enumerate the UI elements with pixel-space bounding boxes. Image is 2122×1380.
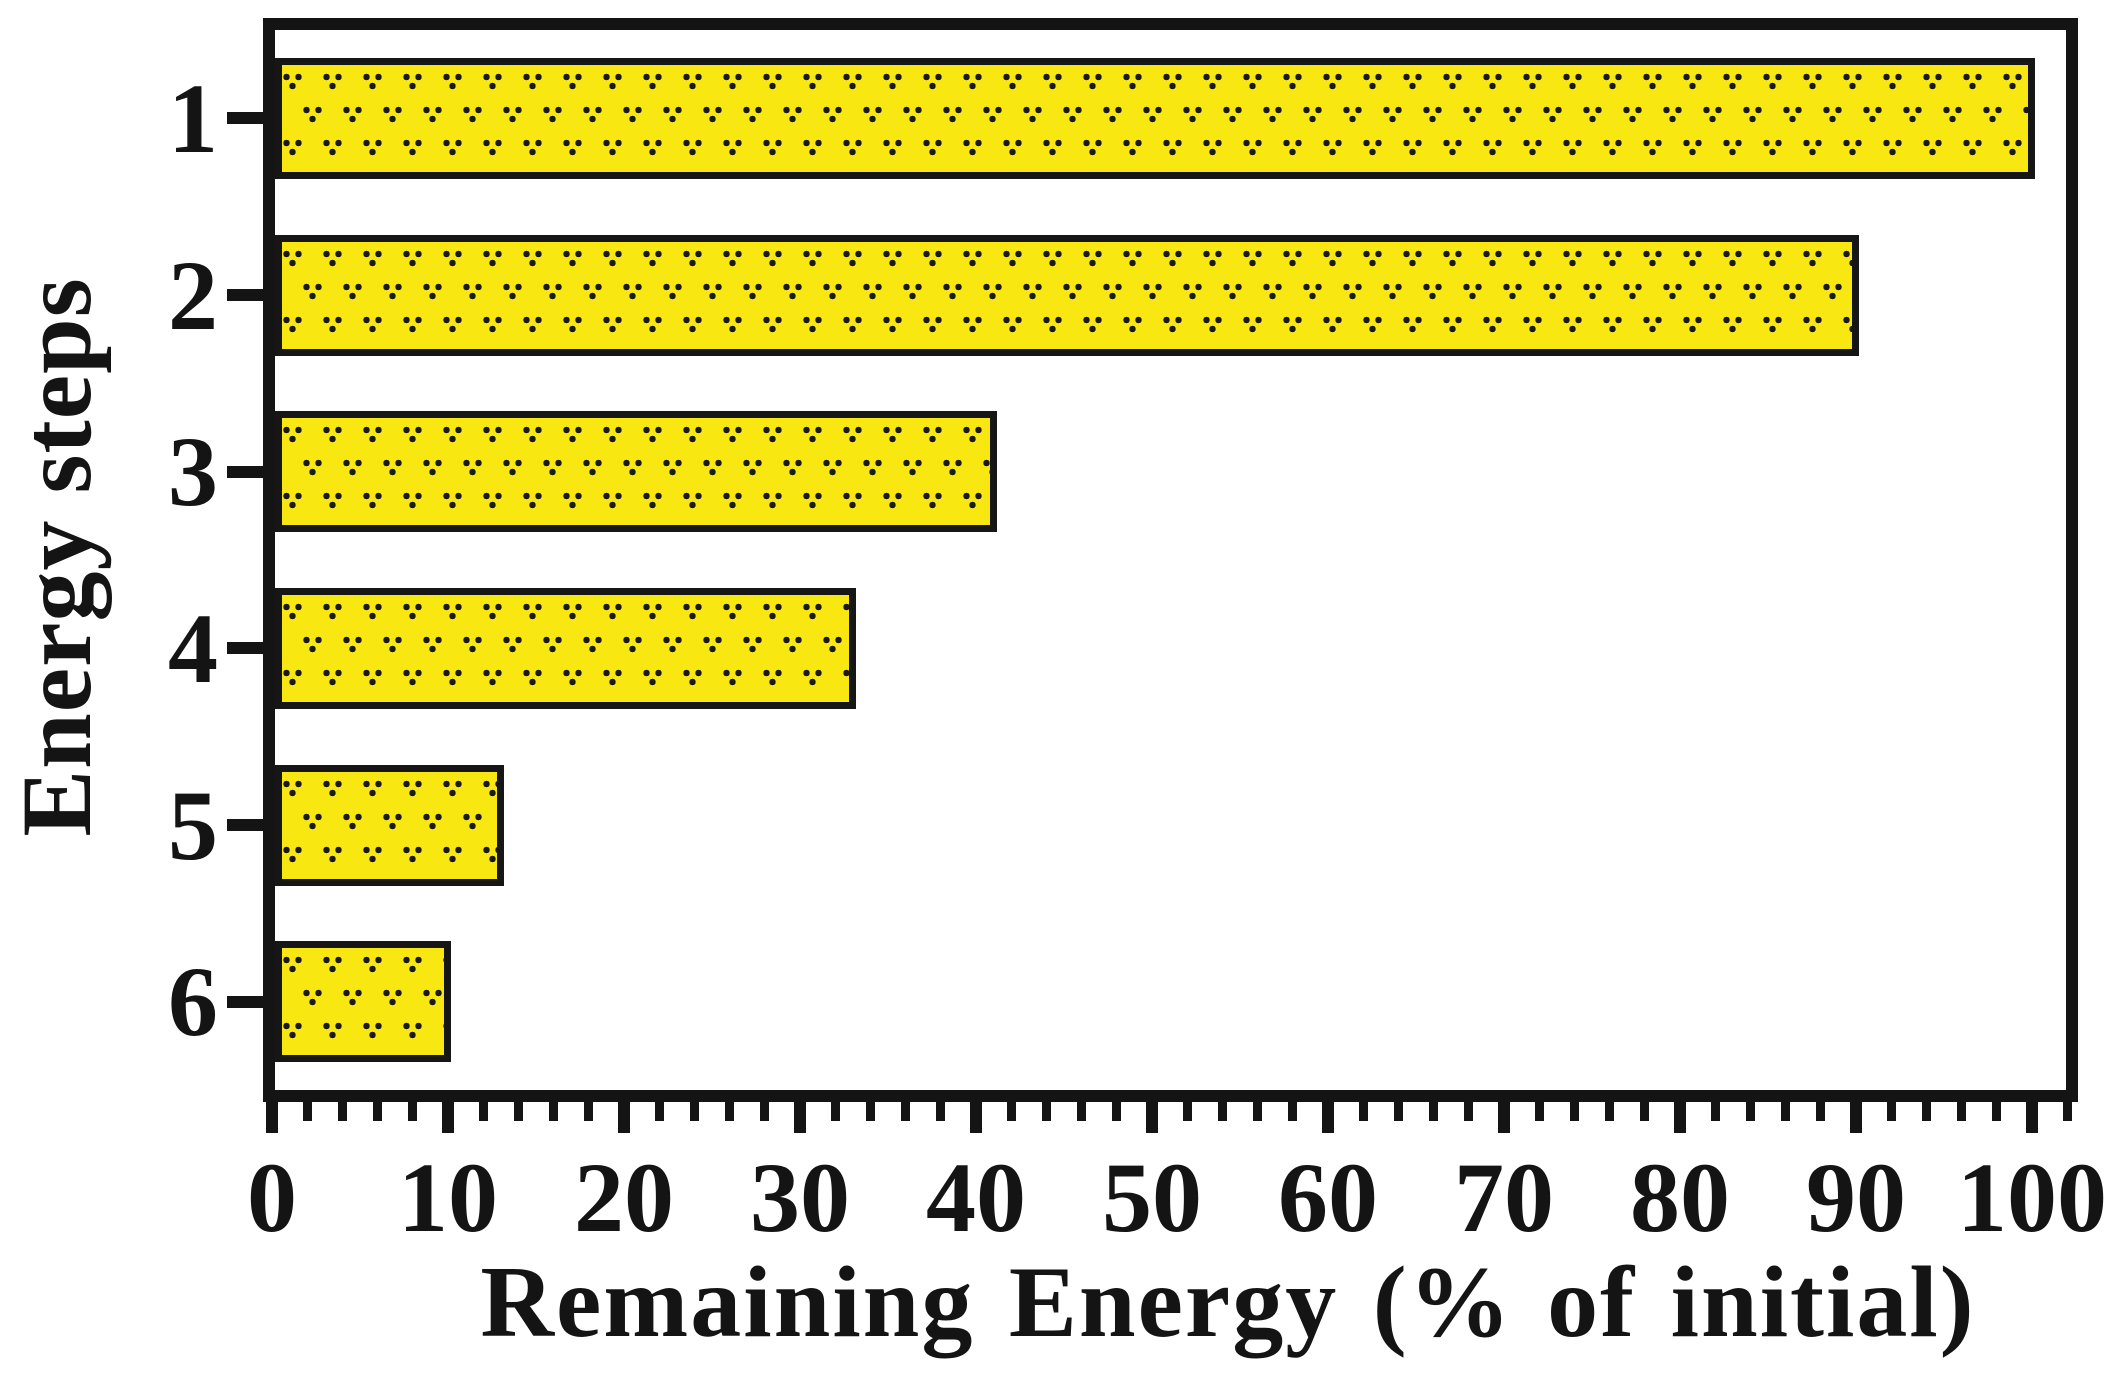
x-major-tick bbox=[266, 1102, 278, 1133]
x-tick-label: 30 bbox=[750, 1142, 850, 1253]
x-minor-tick bbox=[1781, 1102, 1791, 1121]
x-minor-tick bbox=[689, 1102, 699, 1121]
x-minor-tick bbox=[1006, 1102, 1016, 1121]
y-tick-label: 6 bbox=[168, 946, 218, 1058]
x-major-tick bbox=[1850, 1102, 1862, 1133]
x-tick-label: 0 bbox=[247, 1142, 297, 1253]
x-minor-tick bbox=[654, 1102, 664, 1121]
x-minor-tick bbox=[513, 1102, 523, 1121]
x-axis-title: Remaining Energy (% of initial) bbox=[480, 1246, 1976, 1359]
x-minor-tick bbox=[337, 1102, 347, 1121]
x-minor-tick bbox=[1710, 1102, 1720, 1121]
x-minor-tick bbox=[936, 1102, 946, 1121]
x-minor-tick bbox=[830, 1102, 840, 1121]
x-minor-tick bbox=[865, 1102, 875, 1121]
x-tick-label: 60 bbox=[1278, 1142, 1378, 1253]
x-major-tick bbox=[970, 1102, 982, 1133]
x-tick-label: 50 bbox=[1102, 1142, 1202, 1253]
x-minor-tick bbox=[1745, 1102, 1755, 1121]
x-tick-label: 10 bbox=[398, 1142, 498, 1253]
x-major-tick bbox=[1498, 1102, 1510, 1133]
x-minor-tick bbox=[1393, 1102, 1403, 1121]
x-minor-tick bbox=[1534, 1102, 1544, 1121]
x-minor-tick bbox=[1921, 1102, 1931, 1121]
y-tick-label: 5 bbox=[168, 769, 218, 881]
bar-step-1 bbox=[275, 57, 2035, 179]
x-minor-tick bbox=[1816, 1102, 1826, 1121]
y-tick-mark bbox=[227, 289, 264, 301]
x-major-tick bbox=[442, 1102, 454, 1133]
x-minor-tick bbox=[1464, 1102, 1474, 1121]
y-tick-mark bbox=[227, 642, 264, 655]
x-tick-label: 90 bbox=[1806, 1142, 1906, 1253]
y-tick-mark bbox=[227, 112, 264, 125]
x-minor-tick bbox=[1957, 1102, 1967, 1121]
x-minor-tick bbox=[1605, 1102, 1615, 1121]
bar-step-5 bbox=[275, 764, 504, 886]
x-tick-label: 70 bbox=[1454, 1142, 1554, 1253]
y-tick-mark bbox=[227, 819, 264, 831]
x-minor-tick bbox=[302, 1102, 312, 1121]
x-major-tick bbox=[618, 1102, 630, 1133]
x-minor-tick bbox=[1112, 1102, 1122, 1121]
y-tick-label: 4 bbox=[168, 592, 218, 704]
bar-step-6 bbox=[275, 941, 451, 1063]
x-minor-tick bbox=[584, 1102, 594, 1121]
x-minor-tick bbox=[901, 1102, 911, 1121]
x-tick-label: 40 bbox=[926, 1142, 1026, 1253]
x-minor-tick bbox=[1253, 1102, 1263, 1121]
x-minor-tick bbox=[1640, 1102, 1650, 1121]
x-major-tick bbox=[794, 1102, 806, 1133]
x-tick-label: 80 bbox=[1630, 1142, 1730, 1253]
y-tick-label: 1 bbox=[168, 62, 218, 174]
x-minor-tick bbox=[1041, 1102, 1051, 1121]
x-minor-tick bbox=[478, 1102, 488, 1121]
bar-step-2 bbox=[275, 234, 1859, 356]
x-minor-tick bbox=[408, 1102, 418, 1121]
y-tick-label: 3 bbox=[168, 416, 218, 528]
x-minor-tick bbox=[1569, 1102, 1579, 1121]
x-tick-label: 20 bbox=[574, 1142, 674, 1253]
x-minor-tick bbox=[2062, 1102, 2072, 1121]
x-major-tick bbox=[1322, 1102, 1334, 1133]
y-tick-mark bbox=[227, 995, 264, 1008]
plot-area bbox=[263, 18, 2078, 1102]
x-minor-tick bbox=[1077, 1102, 1087, 1121]
x-major-tick bbox=[1674, 1102, 1686, 1133]
y-axis-title: Energy steps bbox=[1, 277, 112, 837]
x-minor-tick bbox=[373, 1102, 383, 1121]
y-tick-label: 2 bbox=[168, 239, 218, 351]
x-minor-tick bbox=[725, 1102, 735, 1121]
x-major-tick bbox=[1146, 1102, 1158, 1133]
x-minor-tick bbox=[549, 1102, 559, 1121]
x-minor-tick bbox=[1429, 1102, 1439, 1121]
x-minor-tick bbox=[1992, 1102, 2002, 1121]
bar-step-4 bbox=[275, 587, 856, 709]
y-tick-mark bbox=[227, 465, 264, 478]
x-minor-tick bbox=[1288, 1102, 1298, 1121]
x-minor-tick bbox=[1358, 1102, 1368, 1121]
x-tick-label: 100 bbox=[1957, 1142, 2107, 1253]
x-minor-tick bbox=[760, 1102, 770, 1121]
x-minor-tick bbox=[1182, 1102, 1192, 1121]
x-minor-tick bbox=[1886, 1102, 1896, 1121]
bar-step-3 bbox=[275, 411, 997, 533]
x-major-tick bbox=[2026, 1102, 2038, 1133]
x-minor-tick bbox=[1217, 1102, 1227, 1121]
